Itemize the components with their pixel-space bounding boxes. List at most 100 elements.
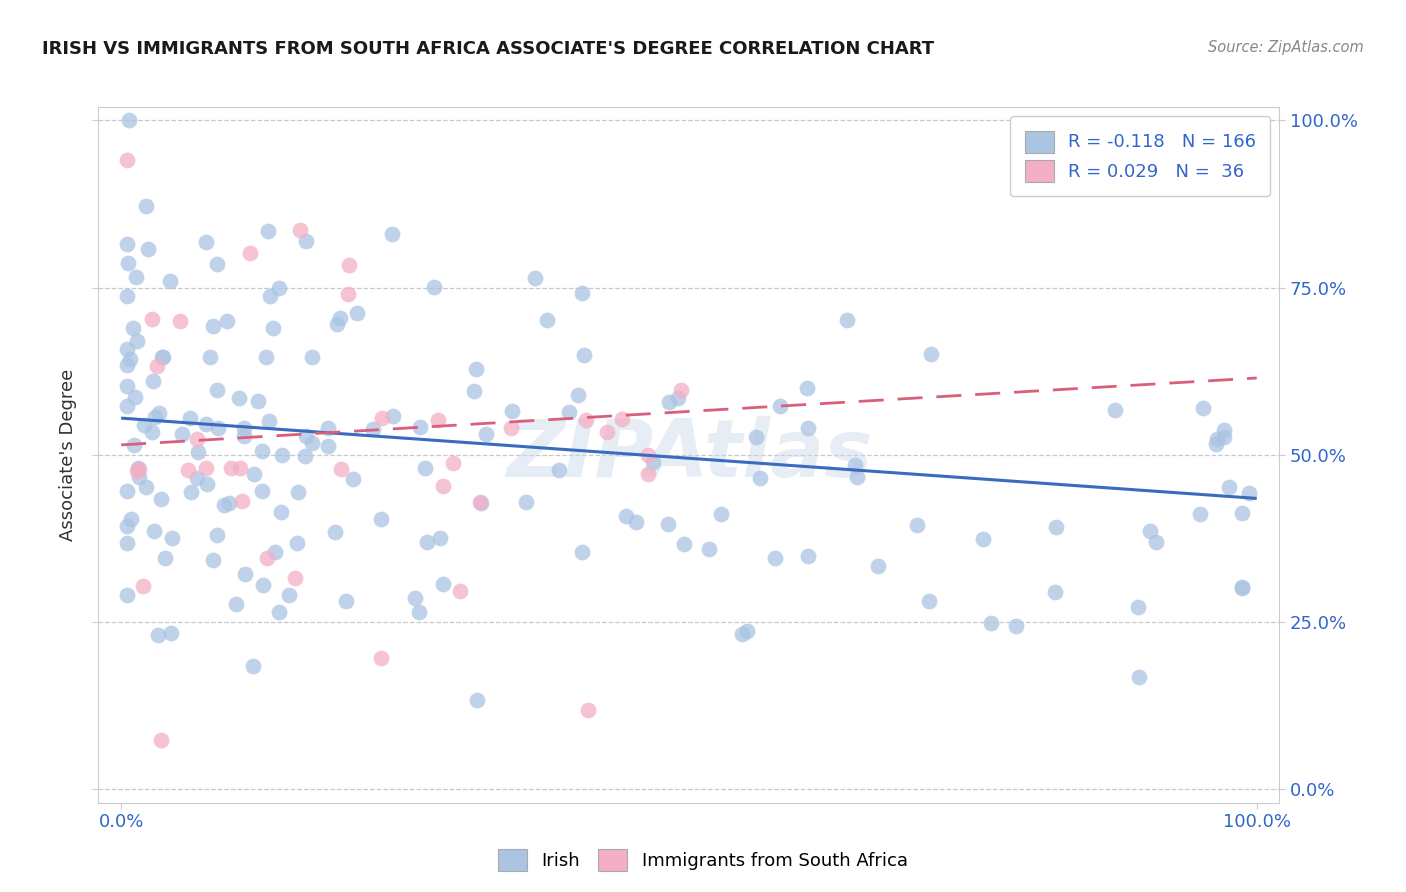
- Point: [595, 425, 617, 440]
- Point: [146, 628, 169, 642]
- Point: [218, 496, 240, 510]
- Point: [270, 505, 292, 519]
- Point: [323, 525, 346, 540]
- Point: [316, 421, 339, 435]
- Point: [337, 287, 360, 301]
- Point: [233, 429, 256, 443]
- Point: [769, 400, 792, 414]
- Point: [250, 444, 273, 458]
- Point: [128, 470, 150, 484]
- Point: [295, 429, 318, 443]
- Point: [735, 624, 758, 639]
- Point: [135, 199, 157, 213]
- Point: [225, 597, 247, 611]
- Point: [1043, 584, 1066, 599]
- Point: [1213, 430, 1236, 444]
- Point: [1188, 507, 1211, 521]
- Point: [264, 545, 287, 559]
- Point: [844, 458, 866, 472]
- Point: [710, 507, 733, 521]
- Point: [115, 153, 138, 168]
- Point: [148, 406, 170, 420]
- Point: [115, 519, 138, 533]
- Point: [160, 532, 183, 546]
- Point: [127, 461, 149, 475]
- Point: [295, 235, 318, 249]
- Point: [115, 484, 138, 499]
- Point: [548, 463, 571, 477]
- Point: [125, 334, 148, 348]
- Point: [205, 384, 228, 398]
- Point: [571, 285, 593, 300]
- Point: [270, 448, 292, 462]
- Point: [179, 411, 201, 425]
- Point: [1045, 520, 1067, 534]
- Point: [1212, 423, 1234, 437]
- Point: [246, 393, 269, 408]
- Y-axis label: Associate's Degree: Associate's Degree: [59, 368, 77, 541]
- Point: [624, 515, 647, 529]
- Legend: Irish, Immigrants from South Africa: Irish, Immigrants from South Africa: [491, 842, 915, 879]
- Point: [243, 467, 266, 482]
- Point: [132, 579, 155, 593]
- Point: [1218, 480, 1240, 494]
- Point: [468, 495, 491, 509]
- Point: [413, 460, 436, 475]
- Point: [262, 321, 284, 335]
- Point: [346, 305, 368, 319]
- Point: [612, 412, 634, 426]
- Point: [252, 578, 274, 592]
- Point: [1128, 670, 1150, 684]
- Point: [159, 626, 181, 640]
- Point: [267, 605, 290, 619]
- Point: [201, 318, 224, 333]
- Point: [382, 409, 405, 424]
- Point: [146, 359, 169, 373]
- Point: [637, 467, 659, 482]
- Point: [186, 432, 208, 446]
- Point: [422, 279, 444, 293]
- Point: [115, 358, 138, 372]
- Point: [150, 492, 173, 507]
- Point: [371, 410, 394, 425]
- Point: [796, 381, 818, 395]
- Point: [318, 439, 340, 453]
- Point: [115, 236, 138, 251]
- Point: [284, 571, 307, 585]
- Point: [536, 313, 558, 327]
- Point: [117, 256, 139, 270]
- Point: [672, 537, 695, 551]
- Point: [657, 517, 679, 532]
- Point: [1005, 619, 1028, 633]
- Point: [370, 651, 392, 665]
- Point: [835, 313, 858, 327]
- Point: [256, 551, 278, 566]
- Point: [267, 280, 290, 294]
- Point: [1230, 507, 1253, 521]
- Point: [294, 449, 316, 463]
- Point: [572, 348, 595, 362]
- Point: [122, 320, 145, 334]
- Point: [465, 692, 488, 706]
- Point: [120, 351, 142, 366]
- Point: [153, 551, 176, 566]
- Point: [342, 472, 364, 486]
- Point: [285, 535, 308, 549]
- Point: [115, 399, 138, 413]
- Point: [257, 223, 280, 237]
- Point: [441, 456, 464, 470]
- Point: [229, 461, 252, 475]
- Point: [432, 577, 454, 591]
- Legend: R = -0.118   N = 166, R = 0.029   N =  36: R = -0.118 N = 166, R = 0.029 N = 36: [1010, 116, 1271, 196]
- Point: [143, 409, 166, 424]
- Point: [207, 421, 229, 435]
- Point: [207, 257, 229, 271]
- Point: [277, 588, 299, 602]
- Point: [195, 476, 218, 491]
- Point: [194, 461, 217, 475]
- Point: [115, 289, 138, 303]
- Point: [765, 551, 787, 566]
- Point: [228, 392, 250, 406]
- Point: [120, 512, 142, 526]
- Point: [361, 422, 384, 436]
